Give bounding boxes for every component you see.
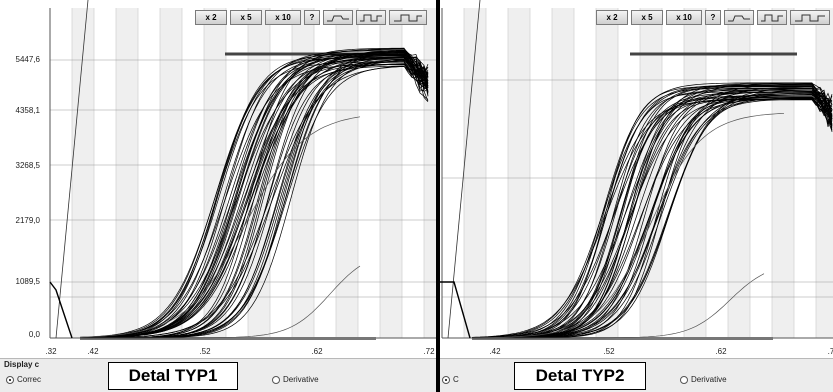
grid-band: [336, 8, 358, 338]
panel-divider: [436, 0, 440, 392]
step-shape-icon: [795, 14, 825, 21]
curve-shape-icon: [728, 15, 750, 21]
derivative-radio-label: Derivative: [283, 375, 319, 384]
grid-band: [204, 8, 226, 338]
grid-band: [728, 8, 750, 338]
corrected-radio[interactable]: Correc: [6, 375, 41, 384]
amplification-curve: [471, 99, 833, 338]
radio-selected-icon: [442, 375, 450, 384]
y-tick-label: 1089,5: [15, 277, 40, 286]
grid-band: [380, 8, 402, 338]
zoom-x5-button[interactable]: x 5: [230, 10, 262, 25]
y-tick-label: 4358,1: [15, 106, 40, 115]
x-tick-label: .62: [311, 347, 323, 356]
step-view-button-2[interactable]: [790, 10, 830, 25]
right-chart-panel: x 2 x 5 x 10 ? .42 .52 .62 .7 C Derivati…: [440, 0, 833, 392]
curve-shape-icon: [327, 15, 349, 21]
step-view-button[interactable]: [757, 10, 787, 25]
amplification-curve: [79, 50, 429, 339]
outlier-curve: [471, 112, 785, 339]
step-shape-icon: [394, 14, 422, 21]
y-tick-label: 5447,6: [15, 55, 40, 64]
outlier-curve: [80, 265, 361, 339]
x-tick-label: .72: [423, 347, 435, 356]
amplification-curve: [471, 91, 833, 338]
step-shape-icon: [360, 14, 382, 21]
amplification-curve: [79, 66, 429, 339]
start-segment: [49, 281, 73, 339]
grid-band: [72, 8, 94, 338]
amplification-curve: [79, 54, 429, 338]
grid-band: [424, 8, 436, 338]
start-segment: [440, 281, 471, 339]
y-tick-label: 0,0: [28, 330, 40, 339]
zoom-x5-button[interactable]: x 5: [631, 10, 663, 25]
x-tick-label: .42: [489, 347, 501, 356]
grid-band: [552, 8, 574, 338]
help-button[interactable]: ?: [304, 10, 320, 25]
amplification-curve: [80, 53, 429, 339]
y-tick-label: 3268,5: [15, 161, 40, 170]
radio-unselected-icon: [272, 375, 280, 384]
curve-view-button[interactable]: [323, 10, 353, 25]
derivative-radio[interactable]: Derivative: [680, 375, 727, 384]
baseline-bar: [472, 337, 773, 340]
amplification-curve: [79, 61, 429, 338]
curve-view-button[interactable]: [724, 10, 754, 25]
grid-band: [772, 8, 794, 338]
derivative-radio-label: Derivative: [691, 375, 727, 384]
left-plot-area: [49, 0, 436, 340]
radio-selected-icon: [6, 375, 14, 384]
left-chart-panel: x 2 x 5 x 10 ? 5447,6 4358,1 3268,5 2179…: [0, 0, 436, 392]
grid-band: [464, 8, 486, 338]
corrected-radio[interactable]: C: [442, 375, 459, 384]
grid-band: [292, 8, 314, 338]
x-tick-label: .32: [45, 347, 57, 356]
x-tick-label: .62: [715, 347, 727, 356]
baseline-bar: [80, 337, 376, 340]
x-tick-label: .42: [87, 347, 99, 356]
caption-label: Detal TYP2: [514, 362, 646, 390]
corrected-radio-label: C: [453, 375, 459, 384]
amplification-curve: [472, 87, 833, 339]
zoom-x2-button[interactable]: x 2: [596, 10, 628, 25]
grid-band: [160, 8, 182, 338]
step-view-button-2[interactable]: [389, 10, 427, 25]
help-button[interactable]: ?: [705, 10, 721, 25]
x-tick-label: .7: [827, 347, 833, 356]
right-plot-area: [440, 0, 833, 340]
corrected-radio-label: Correc: [17, 375, 42, 384]
amplification-curve: [472, 91, 833, 339]
grid-band: [684, 8, 706, 338]
grid-band: [816, 8, 833, 338]
x-tick-label: .52: [603, 347, 615, 356]
outlier-curve: [79, 116, 361, 338]
step-view-button[interactable]: [356, 10, 386, 25]
amplification-curve: [79, 56, 429, 338]
grid-band: [508, 8, 530, 338]
y-tick-label: 2179,0: [15, 216, 40, 225]
zoom-x2-button[interactable]: x 2: [195, 10, 227, 25]
zoom-x10-button[interactable]: x 10: [666, 10, 702, 25]
reference-line: [55, 0, 89, 339]
radio-unselected-icon: [680, 375, 688, 384]
caption-label: Detal TYP1: [108, 362, 238, 390]
outlier-curve: [472, 273, 765, 339]
x-tick-label: .52: [199, 347, 211, 356]
derivative-radio[interactable]: Derivative: [272, 375, 319, 384]
zoom-x10-button[interactable]: x 10: [265, 10, 301, 25]
step-shape-icon: [761, 14, 783, 21]
display-options-label: Display c: [4, 360, 40, 369]
grid-band: [116, 8, 138, 338]
